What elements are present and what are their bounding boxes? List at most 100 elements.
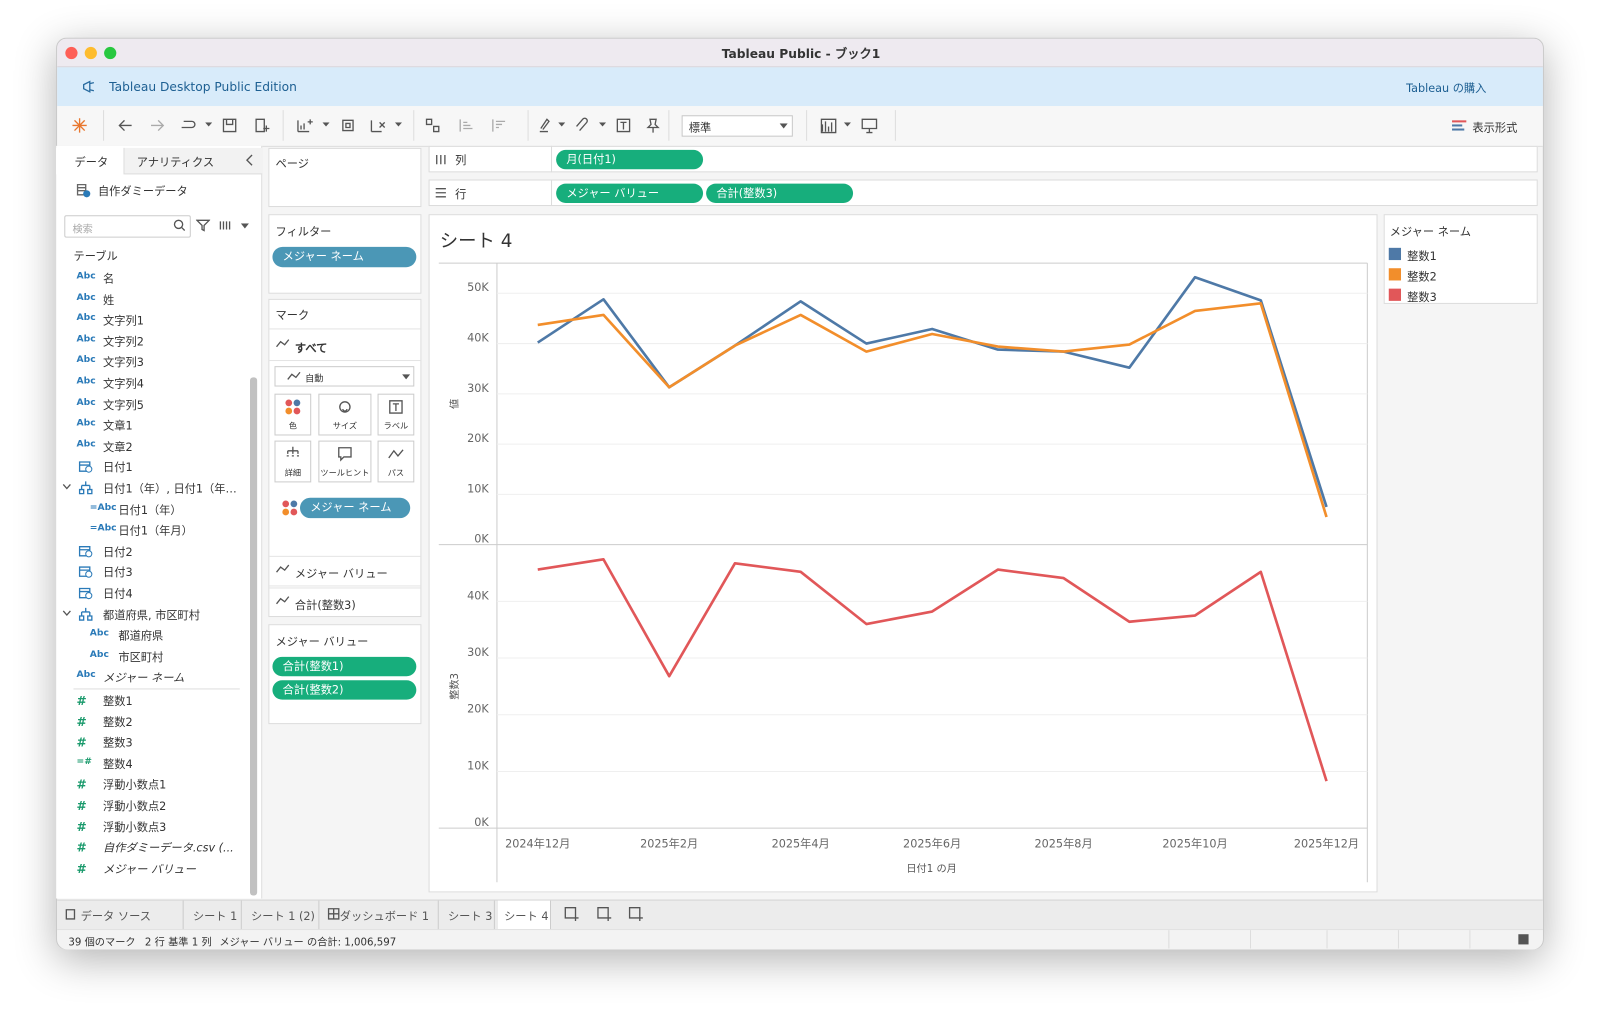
edition-label: Tableau Desktop Public Edition <box>109 79 297 94</box>
pill[interactable]: メジャー ネーム <box>272 246 417 268</box>
pill[interactable]: 月(日付1) <box>556 149 704 170</box>
mark-button[interactable] <box>377 440 415 483</box>
y-tick-label: 20K <box>467 432 489 445</box>
legend-label[interactable]: 整数3 <box>1407 290 1437 304</box>
field-name[interactable]: 日付1（年） <box>118 503 182 517</box>
sheet-tab-label[interactable]: シート 3 <box>447 909 493 924</box>
marks-card-tab[interactable]: メジャー バリュー <box>294 567 388 581</box>
field-icon: =# <box>76 756 92 767</box>
sheet-tab[interactable] <box>497 900 552 930</box>
field-name[interactable]: 文章1 <box>103 419 133 433</box>
megaphone-icon <box>83 80 95 93</box>
glyph <box>425 118 440 133</box>
glyph <box>290 508 298 516</box>
sheet-tab-label[interactable]: シート 1 <box>192 909 238 924</box>
data-tab-label[interactable]: データ <box>74 156 109 170</box>
field-icon: Abc <box>76 439 96 450</box>
sheet-tab[interactable] <box>63 900 184 930</box>
search-placeholder[interactable]: 検索 <box>72 224 93 236</box>
toolbar-icon <box>616 118 631 133</box>
scrollbar <box>249 377 258 896</box>
mark-button[interactable] <box>318 393 372 436</box>
field-name[interactable]: 整数4 <box>103 757 133 771</box>
buy-link[interactable]: Tableau の購入 <box>1406 81 1487 95</box>
field-name[interactable]: 文字列1 <box>103 314 144 328</box>
sheet-tab[interactable] <box>245 900 320 930</box>
zoom-button[interactable] <box>104 46 117 60</box>
field-name[interactable]: 自作ダミーデータ.csv (... <box>103 841 234 855</box>
field-name[interactable]: 文章2 <box>103 440 133 454</box>
field-name[interactable]: 都道府県 <box>118 629 164 643</box>
minimize-button[interactable] <box>84 46 97 60</box>
field-name[interactable]: メジャー バリュー <box>103 862 196 876</box>
status-bar <box>57 929 1543 950</box>
mark-button[interactable] <box>274 440 312 483</box>
field-name[interactable]: 市区町村 <box>118 650 164 664</box>
legend-card <box>1383 214 1538 304</box>
glyph <box>78 607 93 621</box>
marks-all[interactable]: すべて <box>294 341 328 355</box>
pill[interactable]: メジャー ネーム <box>299 497 411 519</box>
field-icon: # <box>76 840 87 855</box>
sheet-tab[interactable] <box>322 900 439 930</box>
analytics-tab <box>124 147 263 175</box>
glyph <box>342 119 354 132</box>
mark-type-dropdown[interactable] <box>274 366 415 387</box>
mark-button[interactable] <box>274 393 312 436</box>
field-name[interactable]: 文字列3 <box>103 356 144 370</box>
datasource-icon <box>76 183 91 198</box>
marks-card-tab[interactable]: 合計(整数3) <box>294 598 356 612</box>
divider <box>269 587 421 589</box>
field-name[interactable]: 文字列2 <box>103 335 144 349</box>
field-name[interactable]: 日付1 <box>103 461 133 475</box>
glyph <box>287 371 301 380</box>
field-name[interactable]: 日付4 <box>103 587 133 601</box>
field-name[interactable]: 整数2 <box>103 715 133 729</box>
x-tick-label: 2025年8月 <box>1035 837 1093 851</box>
field-name[interactable]: 日付3 <box>103 566 133 580</box>
analytics-tab-label[interactable]: アナリティクス <box>136 156 215 170</box>
field-name[interactable]: 日付2 <box>103 545 133 559</box>
show-me-button[interactable]: 表示形式 <box>1472 121 1518 135</box>
pill[interactable]: 合計(整数1) <box>272 656 417 677</box>
field-name[interactable]: 名 <box>103 272 115 286</box>
legend-label[interactable]: 整数1 <box>1407 249 1437 264</box>
close-button[interactable] <box>65 46 78 60</box>
mark-button-label: ツールヒント <box>320 468 370 478</box>
legend-label[interactable]: 整数2 <box>1407 270 1437 284</box>
glyph <box>389 400 403 414</box>
fit-dropdown[interactable]: 標準 <box>681 115 793 137</box>
field-name[interactable]: 日付1（年月） <box>118 524 193 538</box>
sheet-tab-label[interactable]: シート 1 (2) <box>251 909 315 924</box>
field-name[interactable]: 都道府県, 市区町村 <box>103 608 200 622</box>
field-name[interactable]: 浮動小数点2 <box>103 799 167 813</box>
line-icon <box>276 564 290 573</box>
tab-bar <box>57 899 1543 930</box>
sheet-tab-label[interactable]: データ ソース <box>80 909 151 924</box>
field-name[interactable]: 浮動小数点1 <box>103 778 167 792</box>
sheet-tab[interactable] <box>442 900 495 930</box>
glyph <box>435 188 446 198</box>
sheet-tab-label[interactable]: ダッシュボード 1 <box>339 909 430 924</box>
field-name[interactable]: メジャー ネーム <box>103 671 185 685</box>
glyph <box>646 118 660 133</box>
glyph <box>598 122 607 127</box>
dropdown-caret <box>322 122 330 127</box>
sheet-tab[interactable] <box>187 900 242 930</box>
field-name[interactable]: 整数3 <box>103 736 133 750</box>
field-name[interactable]: 姓 <box>103 293 115 307</box>
field-name[interactable]: 整数1 <box>103 694 133 708</box>
field-name[interactable]: 文字列4 <box>103 377 144 391</box>
field-icon: # <box>76 861 87 876</box>
y-tick-label: 20K <box>467 703 489 716</box>
pill[interactable]: メジャー バリュー <box>556 183 704 203</box>
sheet-tab-label[interactable]: シート 4 <box>504 909 549 924</box>
field-name[interactable]: 日付1（年）, 日付1（年… <box>103 482 237 496</box>
field-name[interactable]: 浮動小数点3 <box>103 820 167 834</box>
glyph <box>255 118 270 133</box>
field-name[interactable]: 文字列5 <box>103 398 144 412</box>
pill[interactable]: 合計(整数3) <box>706 183 854 203</box>
y-tick-label: 40K <box>467 332 489 345</box>
glyph <box>222 118 237 133</box>
pill[interactable]: 合計(整数2) <box>272 680 417 700</box>
